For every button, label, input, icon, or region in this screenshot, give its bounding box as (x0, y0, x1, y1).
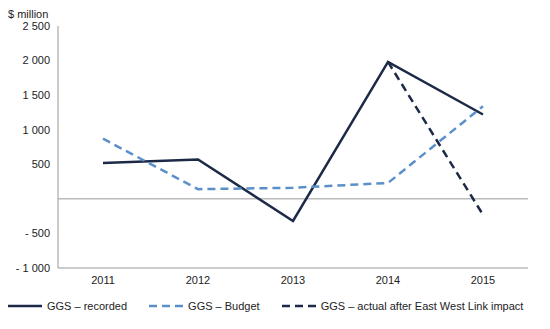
svg-text:1 500: 1 500 (22, 89, 50, 101)
svg-text:2 500: 2 500 (22, 20, 50, 32)
svg-text:- 500: - 500 (25, 227, 50, 239)
html-text:$ million: $ million (8, 8, 49, 20)
svg-text:2014: 2014 (376, 274, 400, 286)
svg-text:2013: 2013 (281, 274, 305, 286)
html-text:GGS – recorded: GGS – recorded (47, 300, 128, 312)
svg-text:2011: 2011 (91, 274, 115, 286)
svg-text:500: 500 (32, 158, 50, 170)
svg-text:2015: 2015 (471, 274, 495, 286)
svg-text:- 1 000: - 1 000 (16, 262, 50, 274)
svg-text:2 000: 2 000 (22, 54, 50, 66)
html-text:GGS – Budget: GGS – Budget (188, 300, 260, 312)
svg-text:2012: 2012 (186, 274, 210, 286)
svg-text:1 000: 1 000 (22, 124, 50, 136)
html-text:GGS – actual after East West L: GGS – actual after East West Link impact (320, 300, 524, 312)
